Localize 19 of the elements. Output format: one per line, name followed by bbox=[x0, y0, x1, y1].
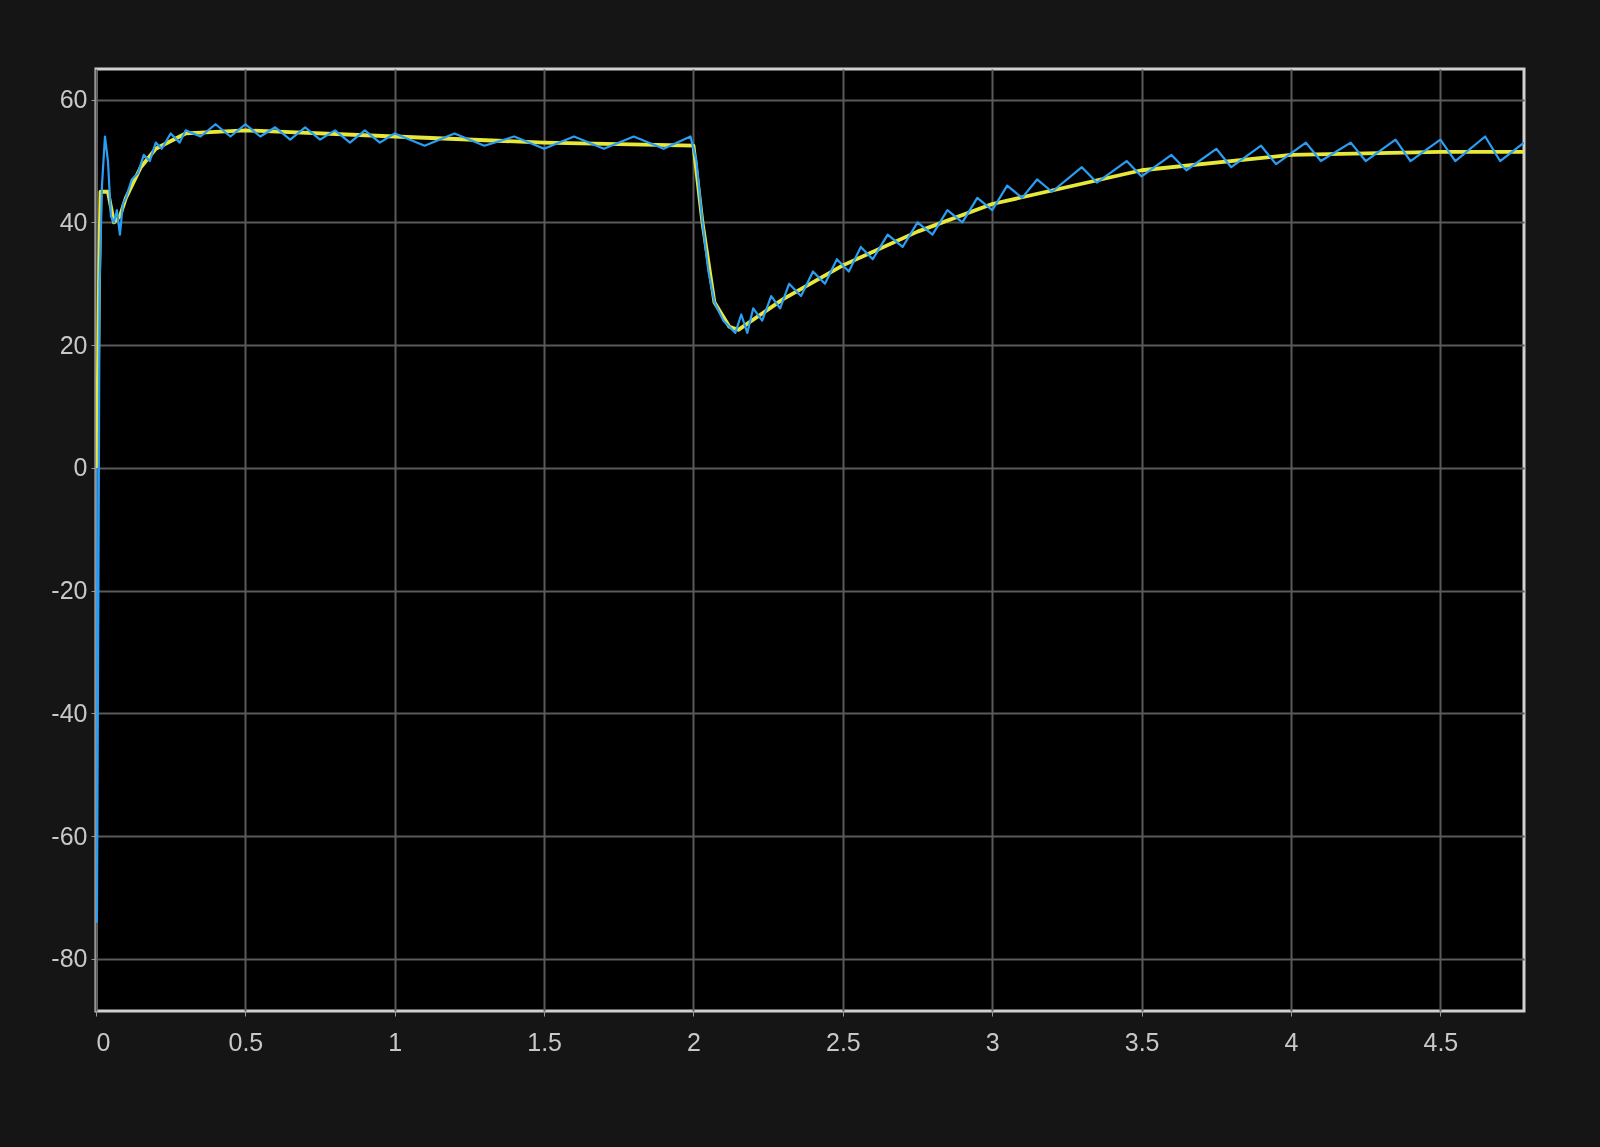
x-tick-label: 2.5 bbox=[825, 1027, 861, 1056]
y-tick-label: -40 bbox=[51, 698, 88, 727]
y-tick-label: 0 bbox=[73, 453, 88, 482]
y-tick-label: 20 bbox=[59, 330, 88, 359]
x-tick-label: 3 bbox=[985, 1027, 1000, 1056]
y-tick-label: 40 bbox=[59, 207, 88, 236]
x-tick-label: 0 bbox=[96, 1027, 111, 1056]
x-tick-label: 1.5 bbox=[527, 1027, 562, 1056]
x-tick-label: 4.5 bbox=[1423, 1027, 1459, 1056]
x-tick-label: 1 bbox=[388, 1027, 403, 1056]
y-tick-label: -80 bbox=[51, 944, 88, 973]
x-tick-label: 4 bbox=[1284, 1027, 1299, 1056]
x-tick-label: 3.5 bbox=[1124, 1027, 1160, 1056]
line-series bbox=[96, 123, 1524, 924]
y-tick-label: 60 bbox=[59, 85, 88, 114]
x-tick-label: 2 bbox=[687, 1027, 701, 1056]
y-tick-label: -60 bbox=[51, 821, 88, 850]
y-tick-label: -20 bbox=[51, 576, 88, 605]
x-tick-label: 0.5 bbox=[228, 1027, 264, 1056]
